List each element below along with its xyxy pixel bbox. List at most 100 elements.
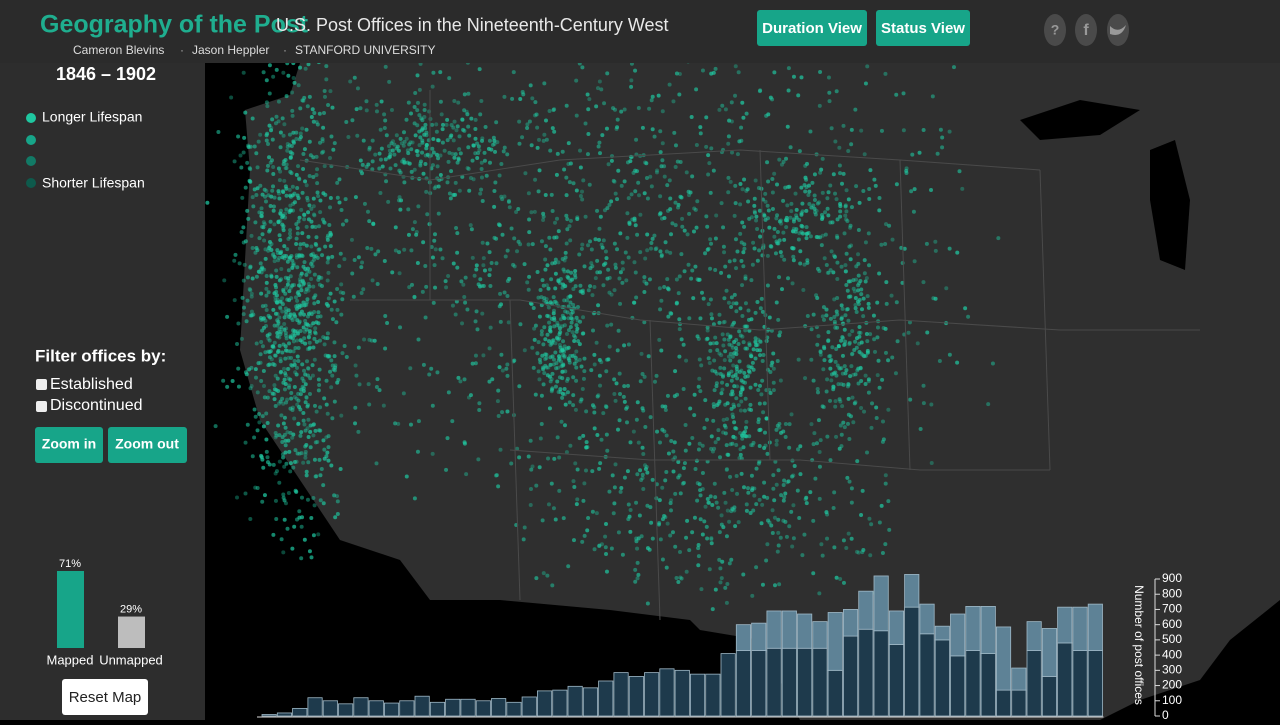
dot [754,466,759,471]
dot [273,353,278,358]
button-label[interactable]: Status View [881,20,965,37]
dot [430,84,435,89]
zoom-in-button[interactable] [35,427,103,463]
dot [541,342,546,347]
dot [799,211,804,216]
dot [526,454,531,459]
dot [635,576,640,581]
dot [741,115,746,120]
checkbox-label[interactable]: Discontinued [50,397,143,414]
dot [771,388,776,393]
dot [281,455,286,460]
dot [640,472,645,477]
dot [723,431,728,436]
status-button[interactable]: Status View [876,10,970,46]
dot [668,310,673,315]
bar-segment [980,606,996,654]
dot [296,345,301,350]
dot [717,530,722,535]
dot [553,286,558,291]
dot [299,556,304,561]
dot [457,147,462,152]
dot [660,141,665,146]
dot [480,138,485,143]
button-bg[interactable] [876,10,970,46]
checkbox[interactable] [36,401,47,412]
dot [367,145,372,150]
y-tick-label: 200 [1162,678,1182,692]
button-label[interactable]: Zoom in [42,436,96,452]
dot [673,491,678,496]
dot [658,537,663,542]
dot [288,285,293,290]
dot [343,197,348,202]
dot [412,496,417,501]
dot [744,434,749,439]
dot [762,445,767,450]
facebook-icon[interactable] [1075,14,1097,46]
dot [868,168,873,173]
dot [717,312,722,317]
dot [416,204,421,209]
dot [284,207,289,212]
dot [283,211,288,216]
dot [786,88,791,93]
dot [284,461,289,466]
checkbox-label[interactable]: Established [50,376,133,393]
dot [380,164,385,169]
dot [590,293,595,298]
dot [721,430,726,435]
button-label[interactable]: Zoom out [115,436,179,452]
dot [321,483,326,488]
dot [774,482,779,487]
dot [854,345,859,350]
dot [579,397,584,402]
button-label[interactable]: Reset Map [69,689,142,706]
dot [278,238,283,243]
dot [918,426,923,431]
dot [429,244,434,249]
dot [711,70,716,75]
dot [394,133,399,138]
dot [736,403,741,408]
dot [586,132,591,137]
dot [877,520,882,525]
dot [489,260,494,265]
dot [659,253,664,258]
dot [664,433,669,438]
dot [402,180,407,185]
filter-title: Filter offices by: [35,346,166,365]
reset-button[interactable] [62,679,148,715]
dot [534,112,539,117]
dot [757,208,762,213]
dot [243,185,248,190]
dot [340,222,345,227]
dot [673,200,678,205]
bar-segment [843,609,859,637]
dot [834,197,839,202]
dot [404,136,409,141]
dot [696,336,701,341]
checkbox[interactable] [36,379,47,390]
dot [281,380,286,385]
help-icon-label[interactable]: ? [1051,22,1060,38]
dot [567,180,572,185]
help-icon[interactable] [1044,14,1066,46]
dot [607,202,612,207]
facebook-icon-label[interactable]: f [1083,22,1089,39]
duration-button[interactable]: Duration View [757,10,867,46]
button-bg[interactable] [757,10,867,46]
zoom-out-button[interactable] [108,427,187,463]
dot [544,300,549,305]
dot [911,209,916,214]
button-label[interactable]: Duration View [762,20,862,37]
dot [354,373,359,378]
dot [733,64,738,69]
dot [736,342,741,347]
dot [817,496,822,501]
dot [259,210,264,215]
dot [272,195,277,200]
dot [339,282,344,287]
dot [275,330,280,335]
dot [560,149,565,154]
